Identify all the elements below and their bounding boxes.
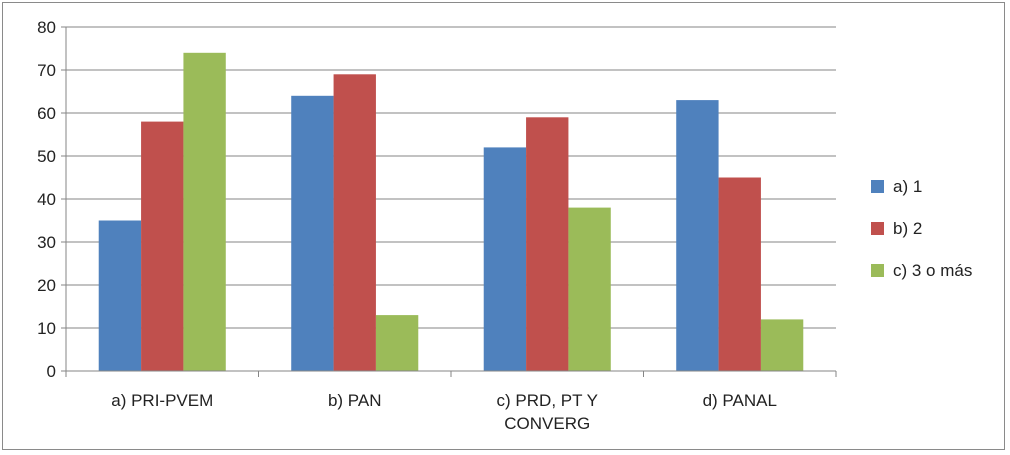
- bar-1-1: [98, 220, 142, 371]
- legend-label: b) 2: [893, 219, 922, 238]
- bar-2-4: [718, 177, 761, 371]
- bar-3-4: [760, 319, 804, 371]
- bar-1-3: [483, 147, 527, 371]
- bar-chart: 0 10 20 30 40 50 60 70 80 a) PRI-PVEM b) PAN c) PR…: [37, 18, 972, 433]
- bar-1-4: [676, 100, 719, 371]
- y-tick-label: 50: [37, 147, 56, 166]
- legend: a) 1 b) 2 c) 3 o más: [871, 177, 972, 280]
- legend-swatch: [871, 264, 884, 277]
- y-tick-label: 40: [37, 190, 56, 209]
- bar-3-3: [568, 207, 611, 371]
- x-tick-label: d) PANAL: [703, 391, 777, 410]
- bar-2-3: [526, 117, 569, 371]
- bar-3-2: [375, 315, 419, 371]
- x-tick-label: c) PRD, PT Y CONVERG: [497, 391, 598, 433]
- bar-2-2: [333, 74, 376, 372]
- legend-label: c) 3 o más: [893, 261, 972, 280]
- x-tick-label-line: d) PANAL: [703, 391, 777, 410]
- bars: [98, 52, 804, 372]
- y-tick-label: 10: [37, 319, 56, 338]
- legend-label: a) 1: [893, 177, 922, 196]
- y-tick-label: 80: [37, 18, 56, 37]
- y-tick-label: 30: [37, 233, 56, 252]
- legend-swatch: [871, 222, 884, 235]
- x-tick-labels: a) PRI-PVEM b) PAN c) PRD, PT Y CONVERG d) P…: [111, 391, 777, 433]
- x-tick-label-line: CONVERG: [504, 414, 590, 433]
- legend-swatch: [871, 180, 884, 193]
- y-tick-label: 70: [37, 61, 56, 80]
- x-tick-label: b) PAN: [328, 391, 382, 410]
- x-tick-label-line: a) PRI-PVEM: [111, 391, 213, 410]
- y-tick-label: 60: [37, 104, 56, 123]
- bar-2-1: [141, 121, 184, 371]
- axes: [61, 26, 837, 377]
- bar-3-1: [183, 52, 226, 372]
- y-tick-label: 0: [47, 362, 56, 381]
- x-tick-label: a) PRI-PVEM: [111, 391, 213, 410]
- y-tick-label: 20: [37, 276, 56, 295]
- y-tick-labels: 0 10 20 30 40 50 60 70 80: [37, 18, 56, 381]
- chart-frame: 0 10 20 30 40 50 60 70 80 a) PRI-PVEM b) PAN c) PR…: [2, 2, 1005, 450]
- bar-1-2: [291, 95, 334, 372]
- x-tick-label-line: b) PAN: [328, 391, 382, 410]
- x-tick-label-line: c) PRD, PT Y: [497, 391, 598, 410]
